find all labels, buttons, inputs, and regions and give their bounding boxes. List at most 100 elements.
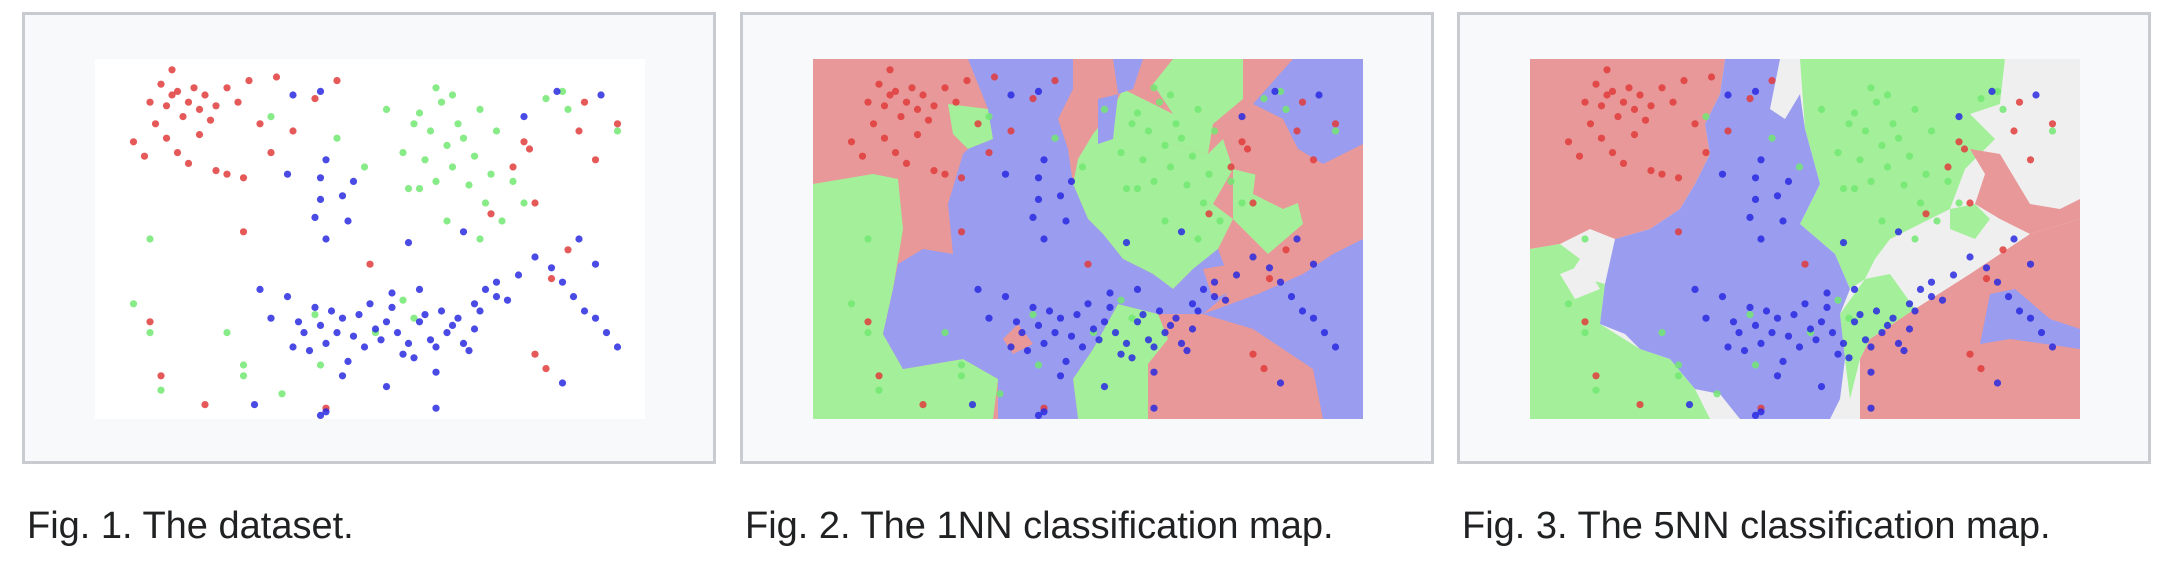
blue-data-point xyxy=(1691,285,1699,293)
red-data-point xyxy=(179,113,187,121)
figure-1nn-map xyxy=(740,12,1434,464)
blue-data-point xyxy=(1067,332,1076,340)
red-data-point xyxy=(1636,401,1644,409)
green-data-point xyxy=(1227,177,1235,185)
red-data-point xyxy=(1293,127,1301,135)
blue-data-point xyxy=(1320,329,1329,337)
green-data-point xyxy=(1051,134,1059,142)
red-data-point xyxy=(212,102,220,110)
blue-data-point xyxy=(360,343,369,351)
blue-data-point xyxy=(1757,408,1765,416)
blue-data-point xyxy=(1949,271,1958,279)
blue-data-point xyxy=(481,285,490,293)
blue-data-point xyxy=(1790,311,1798,319)
green-data-point xyxy=(2048,127,2057,135)
blue-data-point xyxy=(1067,177,1076,185)
green-data-point xyxy=(1172,120,1180,128)
green-data-point xyxy=(1139,156,1147,164)
red-data-point xyxy=(963,77,971,85)
blue-data-point xyxy=(1685,401,1694,409)
blue-data-point xyxy=(344,357,352,365)
red-data-point xyxy=(234,98,242,106)
red-data-point xyxy=(1592,80,1600,88)
red-data-point xyxy=(1564,138,1573,146)
blue-data-point xyxy=(1867,343,1875,351)
red-data-point xyxy=(1260,365,1268,373)
green-data-point xyxy=(487,170,495,178)
blue-data-point xyxy=(1894,228,1903,236)
blue-data-point xyxy=(250,401,259,409)
blue-data-point xyxy=(1751,195,1760,203)
green-data-point xyxy=(415,185,424,193)
blue-data-point xyxy=(520,113,528,121)
blue-data-point xyxy=(1746,303,1754,311)
red-data-point xyxy=(1205,210,1213,218)
green-data-point xyxy=(498,217,506,225)
blue-data-point xyxy=(338,314,347,322)
red-data-point xyxy=(930,167,938,175)
figure-3-caption: Fig. 3. The 5NN classification map. xyxy=(1462,505,2051,547)
blue-data-point xyxy=(1040,339,1048,347)
red-data-point xyxy=(140,152,149,160)
blue-data-point xyxy=(1850,318,1859,326)
green-data-point xyxy=(1150,177,1158,185)
blue-data-point xyxy=(1889,314,1897,322)
red-data-point xyxy=(547,275,556,283)
red-data-point xyxy=(886,66,894,74)
blue-data-point xyxy=(1779,357,1787,365)
red-data-point xyxy=(162,134,171,142)
blue-data-point xyxy=(2037,329,2046,337)
green-data-point xyxy=(1713,390,1721,398)
blue-data-point xyxy=(316,195,325,203)
red-data-point xyxy=(1603,91,1611,99)
blue-data-point xyxy=(1100,318,1109,326)
green-data-point xyxy=(1194,235,1202,243)
blue-data-point xyxy=(1007,343,1015,351)
green-data-point xyxy=(278,390,286,398)
blue-data-point xyxy=(311,303,319,311)
blue-data-point xyxy=(1122,239,1131,247)
blue-data-point xyxy=(410,354,418,362)
blue-data-point xyxy=(1768,329,1776,337)
red-data-point xyxy=(1265,275,1274,283)
blue-data-point xyxy=(1073,311,1081,319)
red-data-point xyxy=(902,159,911,167)
red-data-point xyxy=(366,260,374,268)
blue-data-point xyxy=(1045,307,1054,315)
blue-data-point xyxy=(371,325,380,333)
red-data-point xyxy=(1630,131,1639,139)
red-data-point xyxy=(1658,170,1666,178)
green-data-point xyxy=(1183,181,1191,189)
blue-data-point xyxy=(382,318,391,326)
red-data-point xyxy=(941,170,949,178)
blue-data-point xyxy=(333,329,341,337)
green-data-point xyxy=(1117,149,1125,157)
green-data-point xyxy=(1883,91,1892,99)
red-data-point xyxy=(897,113,905,121)
green-data-point xyxy=(1845,314,1853,322)
blue-region xyxy=(1253,59,1363,164)
blue-data-point xyxy=(338,372,347,380)
blue-data-point xyxy=(1735,329,1743,337)
red-data-point xyxy=(272,73,281,81)
red-data-point xyxy=(1227,163,1235,171)
blue-data-point xyxy=(399,350,407,358)
green-data-point xyxy=(957,372,966,380)
blue-data-point xyxy=(1955,113,1963,121)
green-data-point xyxy=(875,386,883,394)
red-data-point xyxy=(1641,116,1650,124)
green-data-point xyxy=(1872,98,1881,106)
blue-data-point xyxy=(1177,228,1186,236)
red-data-point xyxy=(1680,77,1688,85)
blue-data-point xyxy=(1122,339,1131,347)
red-data-point xyxy=(223,170,231,178)
red-data-point xyxy=(1608,149,1617,157)
green-data-point xyxy=(129,300,138,308)
blue-data-point xyxy=(454,314,462,322)
blue-data-point xyxy=(459,228,468,236)
green-data-point xyxy=(1944,177,1952,185)
blue-data-point xyxy=(1117,350,1125,358)
red-data-point xyxy=(201,91,209,99)
blue-data-point xyxy=(1861,336,1870,344)
green-data-point xyxy=(1117,296,1125,304)
